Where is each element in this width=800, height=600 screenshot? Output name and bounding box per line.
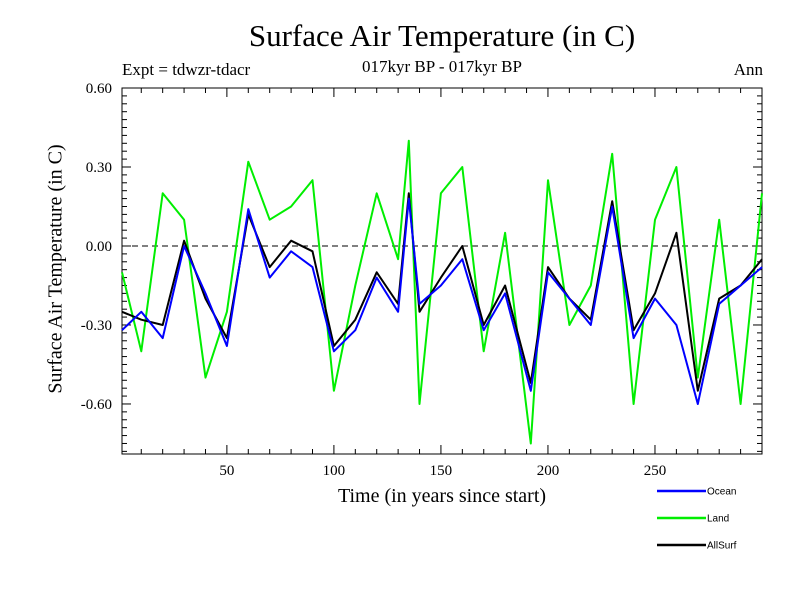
x-tick-label: 250	[644, 463, 667, 479]
x-tick-label: 50	[219, 463, 234, 479]
chart-legend: Ocean Land AllSurf	[657, 487, 737, 552]
series-line-land	[121, 139, 763, 445]
legend-label: AllSurf	[707, 541, 737, 552]
series-line-allsurf	[121, 192, 763, 392]
x-axis-label: Time (in years since start)	[337, 485, 547, 507]
x-tick-label: 100	[323, 463, 346, 479]
y-tick-label: -0.30	[81, 318, 112, 334]
experiment-label: Expt = tdwzr-tdacr	[122, 60, 251, 79]
axis-ticks: 50 100 150 200 250 -0.60 -0.30 0.00 0.30 0.60	[81, 81, 762, 479]
season-label: Ann	[733, 60, 763, 79]
x-tick-label: 200	[537, 463, 560, 479]
plot-frame	[121, 87, 763, 455]
chart-title: Surface Air Temperature (in C)	[248, 18, 636, 53]
y-tick-label: 0.60	[86, 81, 112, 97]
chart-subtitle: 017kyr BP - 017kyr BP	[362, 57, 522, 76]
y-tick-label: 0.00	[86, 239, 112, 255]
legend-label: Ocean	[707, 487, 736, 498]
y-tick-label: 0.30	[86, 160, 112, 176]
legend-label: Land	[707, 514, 729, 525]
x-tick-label: 150	[430, 463, 453, 479]
series-line-ocean	[121, 197, 763, 405]
y-tick-label: -0.60	[81, 397, 112, 413]
series-lines	[121, 139, 763, 445]
